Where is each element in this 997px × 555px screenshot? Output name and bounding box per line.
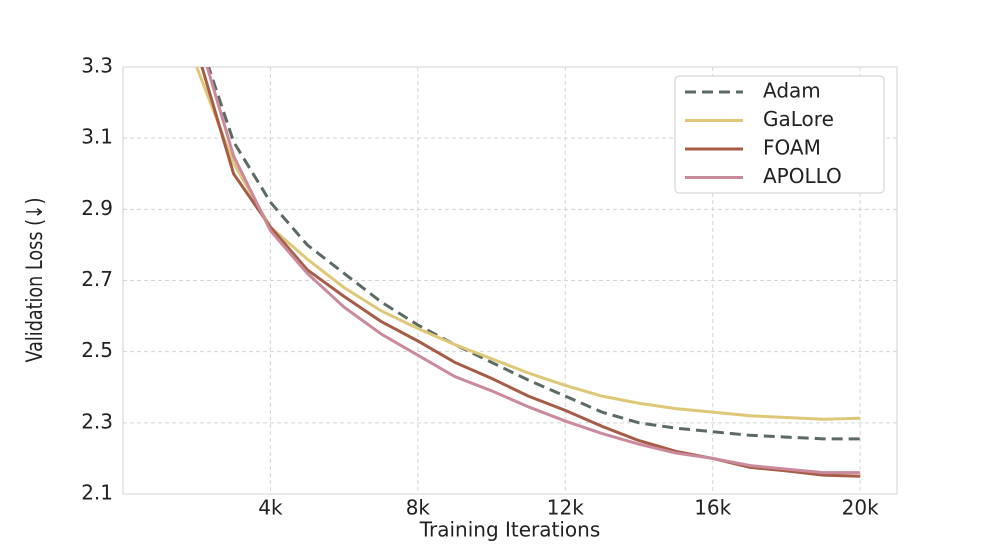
x-axis-label: Training Iterations (419, 518, 601, 542)
legend: Adam GaLore FOAM APOLLO (674, 75, 885, 194)
x-tick-label: 12k (547, 496, 584, 520)
legend-label: Adam (763, 79, 821, 103)
legend-label: APOLLO (763, 164, 842, 188)
y-tick-label: 2.7 (81, 267, 113, 291)
x-tick-label: 8k (406, 496, 431, 520)
y-tick-label: 3.3 (81, 54, 113, 78)
x-tick-label: 20k (842, 496, 879, 520)
line (207, 67, 861, 441)
y-tick-label: 2.5 (81, 338, 113, 362)
x-tick-label: 16k (694, 496, 731, 520)
line (195, 67, 861, 421)
y-tick-label: 2.3 (81, 409, 113, 433)
legend-box (674, 75, 885, 194)
lines (195, 67, 861, 478)
x-tick-label: 4k (258, 496, 283, 520)
legend-label: FOAM (763, 136, 821, 160)
y-tick-label: 3.1 (81, 125, 113, 149)
legend-label: GaLore (763, 107, 834, 131)
line (205, 67, 861, 475)
y-tick-label: 2.1 (81, 481, 113, 505)
y-tick-label: 2.9 (81, 196, 113, 220)
y-axis-label: Validation Loss (↓) (22, 197, 47, 362)
line (200, 67, 861, 478)
